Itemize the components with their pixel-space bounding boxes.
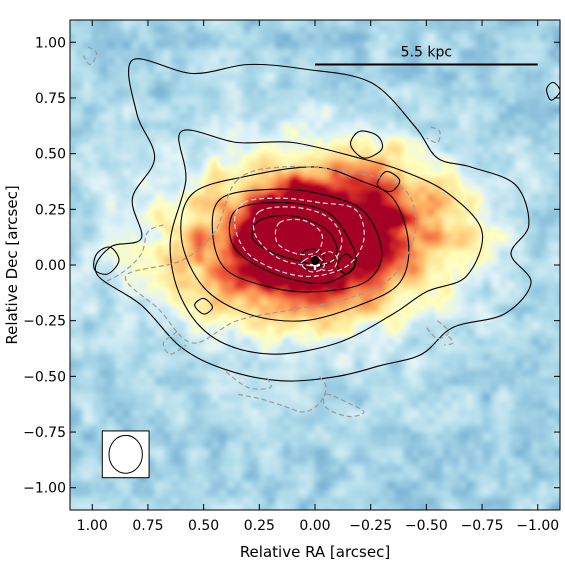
solid-contour-10 — [546, 81, 560, 101]
x-axis-label: Relative RA [arcsec] — [240, 543, 390, 561]
solid-contour-3 — [211, 188, 383, 293]
x-tick-label: 1.00 — [77, 518, 108, 534]
beam-ellipse — [108, 434, 143, 474]
solid-contour-7 — [93, 246, 120, 275]
marker-dot — [310, 256, 320, 266]
markers — [310, 256, 320, 270]
dashed-contour-10 — [234, 197, 365, 278]
dashed-contour-3 — [322, 393, 365, 418]
solid-contour-0 — [94, 58, 532, 382]
y-tick-label: 0.50 — [35, 147, 66, 163]
solid-contour-9 — [376, 170, 401, 193]
x-tick-label: 0.25 — [244, 518, 275, 534]
x-tick-label: 0.75 — [132, 518, 163, 534]
x-tick-label: −0.75 — [461, 518, 504, 534]
y-axis-label: Relative Dec [arcsec] — [3, 185, 21, 344]
scale-bar-label: 5.5 kpc — [401, 45, 452, 61]
solid-contour-1 — [169, 129, 484, 355]
x-tick-label: 0.50 — [188, 518, 219, 534]
y-tick-label: −0.25 — [23, 314, 66, 330]
dashed-contour-1 — [103, 224, 164, 284]
x-tick-label: −1.00 — [516, 518, 559, 534]
dashed-contour-8 — [425, 320, 450, 340]
y-axis: 1.00 0.75 0.50 0.25 0.00 −0.25 −0.50 −0.75 −1.00 — [23, 35, 560, 497]
dashed-contour-12 — [274, 218, 324, 256]
dashed-contour-0 — [125, 165, 417, 344]
beam-indicator — [101, 430, 150, 479]
y-tick-label: −0.50 — [23, 369, 66, 385]
solid-contour-6 — [300, 248, 325, 269]
y-tick-label: 0.75 — [35, 91, 66, 107]
solid-contour-12 — [336, 253, 356, 275]
y-tick-label: −0.75 — [23, 425, 66, 441]
scale-bar: 5.5 kpc — [315, 45, 538, 66]
dashed-contour-7 — [426, 126, 441, 144]
y-tick-label: 0.00 — [35, 258, 66, 274]
solid-contour-4 — [228, 202, 357, 285]
dashed-contour-2 — [236, 376, 327, 413]
x-tick-label: −0.50 — [405, 518, 448, 534]
y-tick-label: −1.00 — [23, 481, 66, 497]
x-tick-label: 0.00 — [299, 518, 330, 534]
dashed-contour-11 — [252, 206, 343, 266]
dashed-contour-9 — [444, 335, 454, 346]
solid-contour-11 — [194, 297, 214, 315]
y-tick-label: 0.25 — [35, 202, 66, 218]
dashed-contour-6 — [82, 46, 98, 66]
dashed-contour-5 — [162, 331, 187, 355]
x-axis: 1.00 0.75 0.50 0.25 0.00 −0.25 −0.50 −0.75 −1.00 — [77, 20, 559, 534]
x-tick-label: −0.25 — [349, 518, 392, 534]
dashed-contour-4 — [225, 371, 272, 390]
y-tick-label: 1.00 — [35, 35, 66, 51]
solid-contour-8 — [350, 130, 384, 159]
